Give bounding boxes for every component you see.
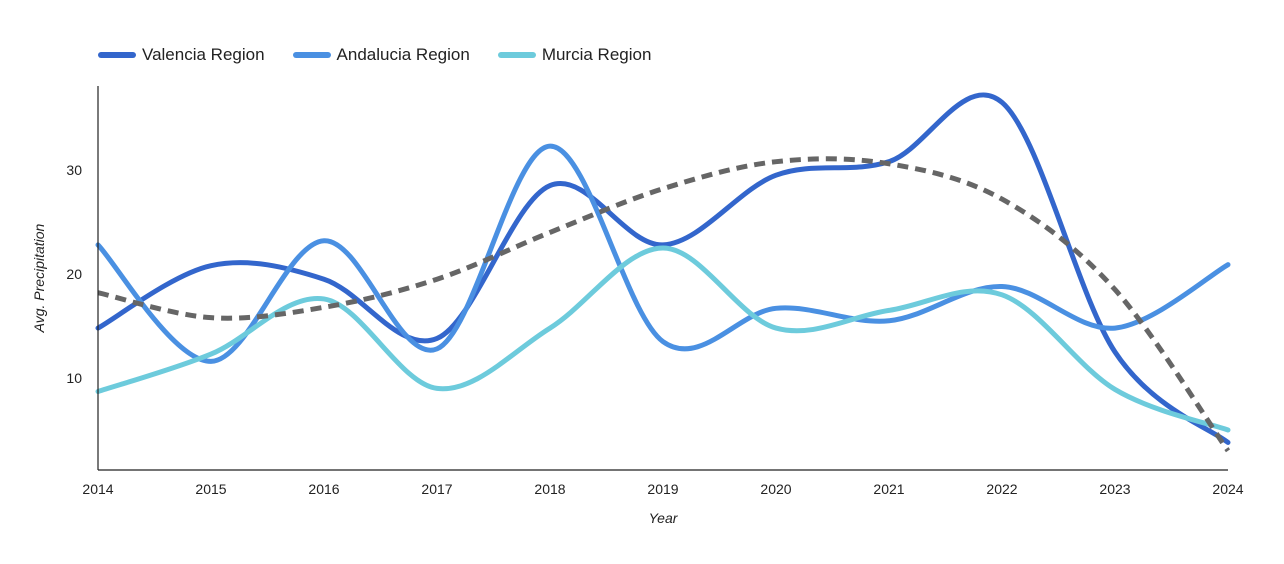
series-lines — [95, 92, 1231, 453]
x-tick-label: 2020 — [760, 481, 791, 497]
legend-swatch-valencia — [98, 52, 136, 58]
x-tick-label: 2016 — [308, 481, 339, 497]
x-tick-label: 2021 — [873, 481, 904, 497]
x-tick-label: 2019 — [647, 481, 678, 497]
x-tick-label: 2024 — [1212, 481, 1243, 497]
legend-label-valencia: Valencia Region — [142, 45, 265, 64]
y-axis-title: Avg. Precipitation — [31, 223, 47, 333]
x-tick-label: 2017 — [421, 481, 452, 497]
y-tick-label: 30 — [66, 162, 82, 178]
y-tick-label: 20 — [66, 266, 82, 282]
legend-swatch-andalucia — [292, 52, 331, 58]
legend-label-andalucia: Andalucia Region — [336, 45, 470, 64]
legend-item-andalucia[interactable]: Andalucia Region — [292, 45, 470, 65]
legend: Valencia Region Andalucia Region Murcia … — [98, 45, 679, 65]
series-line-andalucia-region[interactable] — [95, 143, 1231, 364]
x-tick-label: 2014 — [82, 481, 113, 497]
series-line-valencia-region[interactable] — [95, 92, 1231, 445]
x-tick-label: 2015 — [195, 481, 226, 497]
legend-item-murcia[interactable]: Murcia Region — [497, 45, 652, 65]
legend-item-valencia[interactable]: Valencia Region — [98, 45, 265, 65]
x-axis-title: Year — [649, 510, 679, 526]
x-tick-label: 2023 — [1099, 481, 1130, 497]
trendline — [97, 156, 1231, 453]
legend-swatch-murcia — [497, 52, 536, 58]
x-tick-label: 2018 — [534, 481, 565, 497]
y-tick-labels: 10 20 30 — [66, 162, 82, 386]
series-line-murcia-region[interactable] — [95, 245, 1231, 433]
x-tick-labels: 2014 2015 2016 2017 2018 2019 2020 2021 2022 2023… — [82, 481, 1243, 497]
x-tick-label: 2022 — [986, 481, 1017, 497]
legend-label-murcia: Murcia Region — [541, 45, 652, 64]
y-tick-label: 10 — [66, 370, 82, 386]
